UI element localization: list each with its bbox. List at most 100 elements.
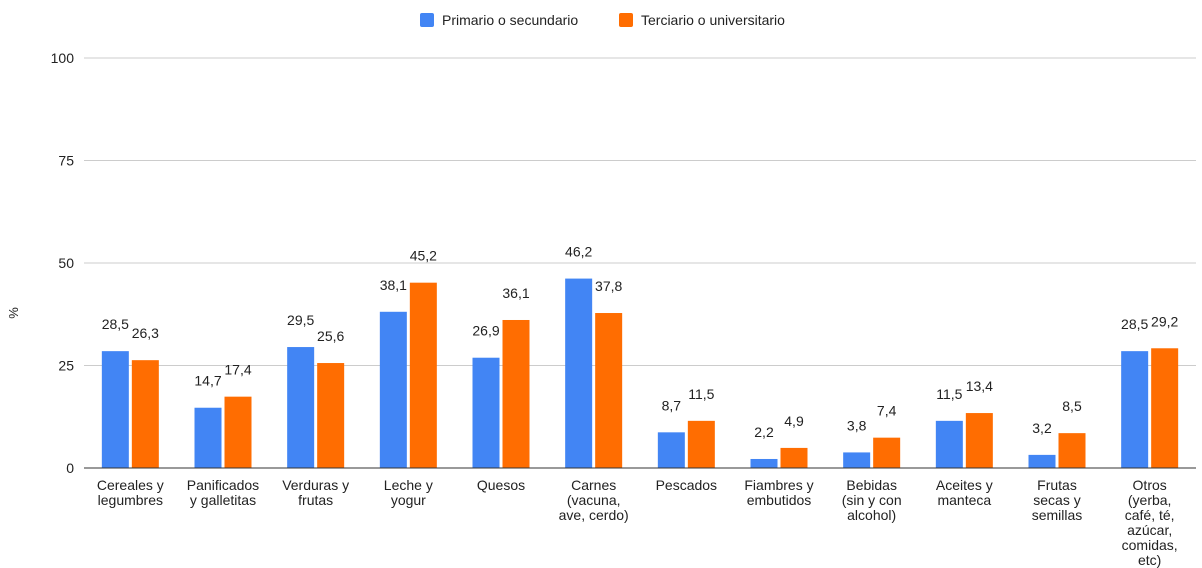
value-labels: 28,526,314,717,429,525,638,145,226,936,1… [102,244,1179,440]
legend-swatch-terciario [619,13,633,27]
data-label: 2,2 [754,424,774,440]
data-label: 29,5 [287,312,314,328]
data-label: 45,2 [410,248,437,264]
x-tick-label-line: Verduras y [282,477,349,493]
x-tick-label-line: Cereales y [97,477,164,493]
bar-primario [194,407,222,468]
data-label: 29,2 [1151,313,1178,329]
x-tick-label-line: Otros [1133,477,1167,493]
grid-lines [84,57,1196,366]
bar-terciario [409,282,437,468]
data-label: 11,5 [688,386,714,402]
legend-label-primario: Primario o secundario [442,12,578,28]
x-tick-label: Carnes (vacuna, ave, cerdo) [559,477,629,523]
x-tick-label-line: (yerba, [1128,492,1172,508]
bar-terciario [780,447,808,468]
x-tick-label-line: azúcar, [1127,522,1172,538]
y-tick-label: 100 [51,50,75,66]
x-tick-label-line: manteca [937,492,991,508]
data-label: 13,4 [966,378,993,394]
data-label: 17,4 [224,362,251,378]
bar-primario [472,357,500,468]
data-label: 11,5 [936,386,962,402]
y-tick-label: 25 [58,358,74,374]
y-axis-ticks: 0 25 50 75 100 [51,50,75,476]
x-tick-label-line: legumbres [98,492,163,508]
x-tick-label-line: (sin y con [842,492,902,508]
data-label: 8,5 [1062,398,1082,414]
x-tick-label-line: Aceites y [936,477,993,493]
y-tick-label: 0 [66,460,74,476]
x-tick-label: Frutas secas y semillas [1032,477,1083,523]
y-tick-label: 75 [58,153,74,169]
x-tick-label-line: alcohol) [847,507,896,523]
bar-terciario [687,420,715,468]
x-tick-label: Otros (yerba, café, té, azúcar, comidas, etc) [1122,477,1178,568]
x-tick-label-line: Leche y [384,477,433,493]
bar-terciario [317,363,345,468]
x-tick-label: Bebidas (sin y con alcohol) [842,477,902,523]
bar-primario [287,347,315,468]
x-tick-label: Pescados [656,477,717,493]
bar-terciario [502,319,530,468]
x-axis-labels: Cereales y legumbres Panificados y galletit… [97,477,1178,568]
x-tick-label: Aceites y manteca [936,477,993,508]
data-label: 3,8 [847,417,867,433]
bar-primario [750,458,778,468]
x-tick-label-line: (vacuna, [567,492,621,508]
bar-primario [565,278,593,468]
x-tick-label: Fiambres y embutidos [744,477,813,508]
bar-primario [843,452,871,468]
bar-primario [1121,351,1149,468]
data-label: 8,7 [662,397,682,413]
x-tick-label-line: Frutas [1037,477,1077,493]
data-label: 7,4 [877,403,897,419]
x-tick-label-line: secas y [1033,492,1080,508]
data-label: 3,2 [1032,420,1052,436]
x-tick-label-line: ave, cerdo) [559,507,629,523]
bar-primario [657,432,685,468]
y-tick-label: 50 [58,255,74,271]
bar-terciario [131,360,159,468]
data-label: 36,1 [502,285,529,301]
bar-primario [101,351,129,468]
data-label: 38,1 [380,277,407,293]
bars [101,278,1179,468]
x-tick-label-line: etc) [1138,552,1161,568]
x-tick-label: Verduras y frutas [282,477,349,508]
bar-terciario [224,396,252,468]
legend: Primario o secundario Terciario o univer… [420,12,785,28]
bar-primario [935,420,963,468]
bar-terciario [873,437,901,468]
data-label: 28,5 [1121,316,1148,332]
x-tick-label-line: semillas [1032,507,1083,523]
x-tick-label: Quesos [477,477,525,493]
bar-terciario [1151,348,1179,468]
bar-primario [1028,454,1056,468]
legend-swatch-primario [420,13,434,27]
data-label: 4,9 [784,413,804,429]
data-label: 26,9 [472,323,499,339]
data-label: 46,2 [565,244,592,260]
x-tick-label: Panificados y galletitas [187,477,259,508]
x-tick-label: Leche y yogur [384,477,433,508]
x-tick-label-line: Bebidas [846,477,897,493]
x-tick-label-line: y galletitas [190,492,256,508]
y-axis-label: % [6,307,21,319]
x-tick-label-line: Fiambres y [744,477,813,493]
x-tick-label-line: Carnes [571,477,616,493]
data-label: 37,8 [595,278,622,294]
x-tick-label-line: frutas [298,492,333,508]
bar-terciario [965,413,993,468]
x-tick-label-line: Quesos [477,477,525,493]
x-tick-label-line: embutidos [747,492,812,508]
bar-terciario [595,313,623,468]
data-label: 26,3 [132,325,159,341]
x-tick-label-line: Panificados [187,477,259,493]
legend-label-terciario: Terciario o universitario [641,12,785,28]
x-tick-label: Cereales y legumbres [97,477,164,508]
data-label: 25,6 [317,328,344,344]
x-tick-label-line: comidas, [1122,537,1178,553]
data-label: 28,5 [102,316,129,332]
